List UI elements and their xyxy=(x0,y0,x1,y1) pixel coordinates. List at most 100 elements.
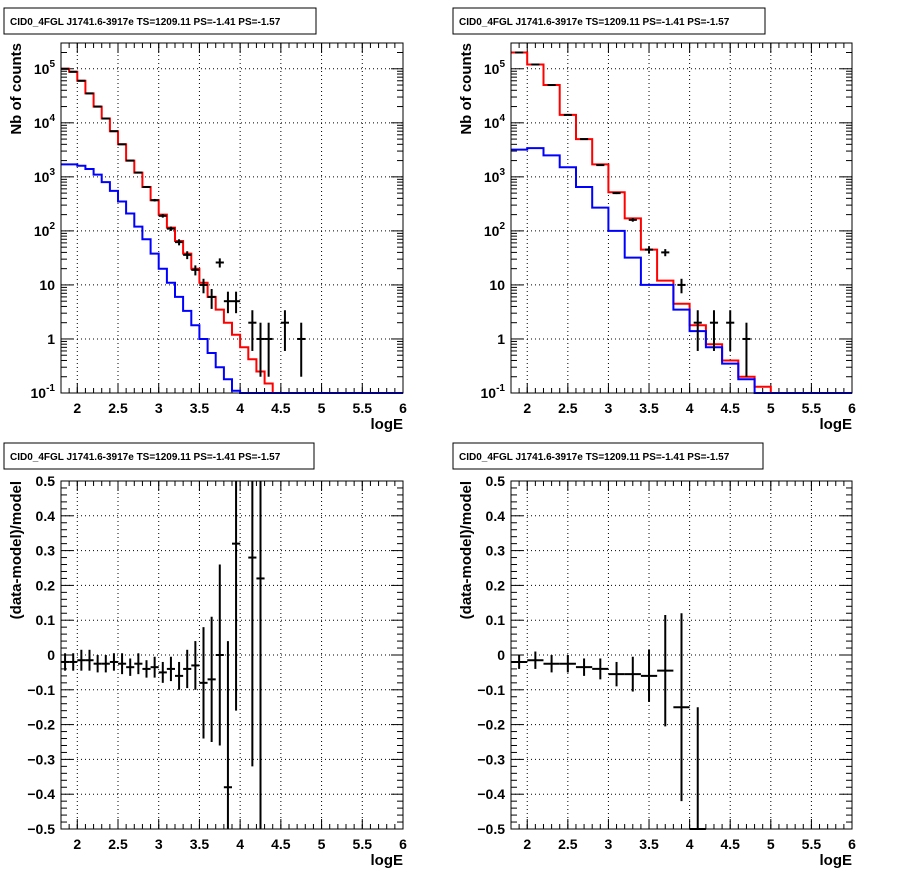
series-component-histogram xyxy=(511,147,852,394)
y-tick-label: −0.5 xyxy=(27,821,55,837)
x-tick-label: 5.5 xyxy=(353,836,373,852)
data-point xyxy=(693,310,702,351)
y-tick-exponent: -1 xyxy=(496,383,505,394)
data-point xyxy=(175,661,184,690)
data-point xyxy=(166,656,175,682)
x-tick-label: 2.5 xyxy=(558,400,578,416)
data-point xyxy=(511,655,528,669)
y-tick-label: −0.3 xyxy=(27,751,55,767)
data-point xyxy=(563,113,572,116)
y-tick-label: 103 xyxy=(34,167,56,185)
data-point xyxy=(85,649,94,671)
data-point xyxy=(77,79,86,82)
y-axis-title: Nb of counts xyxy=(458,43,475,135)
data-point xyxy=(191,265,200,276)
y-tick-label: −0.1 xyxy=(477,682,505,698)
x-tick-label: 3 xyxy=(155,836,163,852)
data-point xyxy=(175,239,184,246)
x-tick-label: 4 xyxy=(686,400,694,416)
y-tick-label: 102 xyxy=(34,221,56,239)
x-tick-label: 6 xyxy=(399,836,407,852)
x-tick-label: 5 xyxy=(767,400,775,416)
data-point xyxy=(166,226,175,231)
y-tick-exponent: 5 xyxy=(49,59,55,70)
plot-frame xyxy=(60,480,404,830)
y-tick-label: 0.2 xyxy=(36,577,56,593)
y-tick-label: 105 xyxy=(484,59,506,77)
x-tick-label: 5 xyxy=(767,836,775,852)
y-tick-label: 10-1 xyxy=(31,383,56,401)
data-point xyxy=(77,649,86,671)
y-tick-label: 10-1 xyxy=(481,383,506,401)
y-tick-label: 0.4 xyxy=(36,508,56,524)
y-axis-title: Nb of counts xyxy=(8,43,25,135)
y-tick-label: 0.2 xyxy=(486,577,506,593)
plot-title: CID0_4FGL J1741.6-3917e TS=1209.11 PS=-1… xyxy=(459,452,730,463)
y-tick-label: 0.1 xyxy=(36,612,56,628)
data-point xyxy=(628,218,637,222)
title-box xyxy=(3,7,317,35)
y-tick-label: 1 xyxy=(47,331,55,347)
y-tick-label: 0.3 xyxy=(36,543,56,559)
x-tick-label: 5.5 xyxy=(802,836,822,852)
data-point xyxy=(109,653,118,671)
data-point xyxy=(223,291,232,314)
data-point xyxy=(69,70,78,73)
data-point xyxy=(199,278,208,294)
data-point xyxy=(191,641,200,690)
series-model-histogram xyxy=(511,51,852,394)
x-tick-label: 6 xyxy=(399,400,407,416)
data-point xyxy=(677,278,686,294)
y-tick-label: −0.2 xyxy=(27,717,55,733)
data-point xyxy=(150,198,159,202)
data-point xyxy=(608,661,625,687)
data-point xyxy=(297,322,306,377)
y-tick-label: 104 xyxy=(484,113,506,131)
y-axis-title: (data-model)/model xyxy=(458,481,475,619)
x-tick-label: 2.5 xyxy=(558,836,578,852)
data-point xyxy=(264,322,273,377)
data-point xyxy=(689,707,706,830)
title-box xyxy=(452,7,766,35)
data-point xyxy=(640,649,658,702)
y-tick-label: 0 xyxy=(497,647,505,663)
x-tick-label: 6 xyxy=(848,836,856,852)
plot-title: CID0_4FGL J1741.6-3917e TS=1209.11 PS=-1… xyxy=(459,17,730,28)
y-tick-label: −0.5 xyxy=(477,821,505,837)
x-tick-label: 2 xyxy=(523,836,531,852)
data-point xyxy=(126,658,135,676)
panel-top-left: 2 2.5 3 3.5 4 4.5 5 5.5 6 10-1 1 10 102 103 104 105 logE… xyxy=(3,7,407,433)
y-tick-exponent: 3 xyxy=(499,167,505,178)
data-point xyxy=(101,117,110,120)
x-tick-label: 4.5 xyxy=(271,836,291,852)
y-tick-exponent: 2 xyxy=(499,221,505,232)
y-tick-label: 102 xyxy=(484,221,506,239)
data-point xyxy=(256,322,265,377)
data-point xyxy=(142,185,151,188)
data-point xyxy=(93,105,102,108)
series-component-histogram xyxy=(61,163,403,394)
x-tick-label: 5.5 xyxy=(353,400,373,416)
x-tick-label: 5.5 xyxy=(802,400,822,416)
x-tick-label: 3.5 xyxy=(190,836,210,852)
data-point xyxy=(134,171,143,174)
x-tick-label: 2.5 xyxy=(108,400,128,416)
data-point xyxy=(742,322,751,377)
data-point xyxy=(134,653,143,675)
data-point xyxy=(612,192,621,195)
y-tick-exponent: -1 xyxy=(46,383,55,394)
y-tick-label: 0.5 xyxy=(486,473,506,489)
data-point xyxy=(543,655,560,673)
y-tick-label: −0.4 xyxy=(477,786,505,802)
data-point xyxy=(248,310,257,351)
data-point xyxy=(69,653,78,671)
y-tick-exponent: 5 xyxy=(499,59,505,70)
x-tick-label: 6 xyxy=(848,400,856,416)
data-point xyxy=(109,130,118,133)
data-point xyxy=(118,653,127,675)
y-tick-label: −0.1 xyxy=(27,682,55,698)
data-point xyxy=(661,249,670,257)
y-tick-exponent: 2 xyxy=(49,221,55,232)
title-box xyxy=(452,442,764,470)
data-point xyxy=(183,649,192,689)
